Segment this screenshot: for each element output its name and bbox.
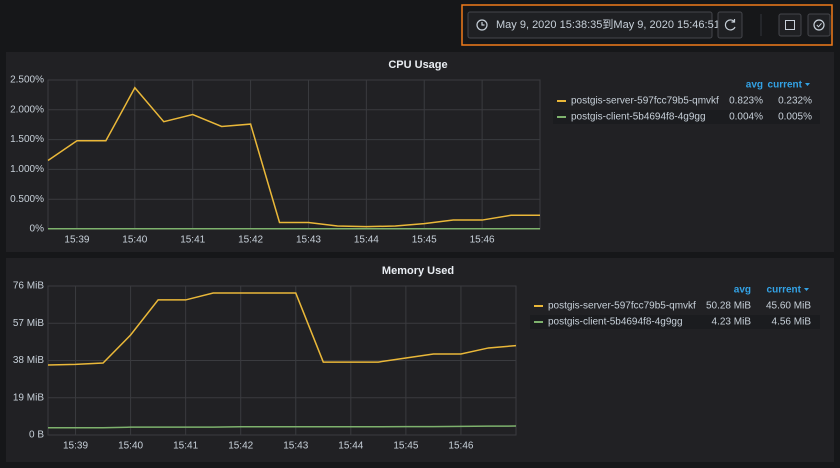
x-tick-label: 15:42 [238,235,263,246]
refresh-icon [724,19,736,31]
x-tick-label: 15:40 [118,441,143,452]
series-line [48,425,517,429]
x-tick-label: 15:44 [338,441,363,452]
x-tick-label: 15:41 [180,235,205,246]
legend-header: current [767,285,802,296]
sort-icon [804,288,809,291]
x-tick-label: 15:42 [228,441,253,452]
clock-icon [476,19,488,31]
x-tick-label: 15:46 [470,235,495,246]
legend-name: postgis-server-597fcc79b5-qmvkf [548,301,696,312]
y-tick-label: 0.500% [10,194,44,205]
save-icon [785,20,795,30]
y-tick-label: 1.000% [10,164,44,175]
y-tick-label: 57 MiB [13,318,44,329]
x-tick-label: 15:43 [296,235,321,246]
legend-name: postgis-client-5b4694f8-4g9gg [548,317,683,328]
time-range-button[interactable] [467,11,713,39]
save-button[interactable] [778,13,802,37]
series-line [47,86,540,228]
panel [6,52,834,252]
chart-title: Memory Used [382,265,454,277]
toolbar: May 9, 2020 15:38:35到May 9, 2020 15:46:5… [461,4,833,46]
legend-row-stripe [553,110,820,124]
series-line [47,292,517,366]
legend-header: current [768,80,803,91]
legend-header: avg [734,285,751,296]
chart-title: CPU Usage [388,59,447,71]
x-tick-label: 15:44 [354,235,379,246]
y-tick-label: 38 MiB [13,355,44,366]
y-tick-label: 2.000% [10,104,44,115]
legend-avg: 4.23 MiB [712,317,752,328]
settings-icon [813,19,825,31]
x-tick-label: 15:41 [173,441,198,452]
y-tick-label: 0 B [29,430,44,441]
legend-current: 4.56 MiB [772,317,812,328]
y-tick-label: 19 MiB [13,392,44,403]
legend-name: postgis-client-5b4694f8-4g9gg [571,112,706,123]
legend-row-stripe [530,315,820,329]
check-icon [816,22,822,28]
y-tick-label: 1.500% [10,134,44,145]
y-tick-label: 0% [30,224,45,235]
legend-current: 45.60 MiB [766,301,811,312]
time-range-text: May 9, 2020 15:38:35到May 9, 2020 15:46:5… [496,18,720,31]
x-tick-label: 15:39 [64,235,89,246]
y-tick-label: 76 MiB [13,281,44,292]
legend-avg: 0.823% [729,96,763,107]
sort-icon [805,83,810,86]
legend-avg: 50.28 MiB [706,301,751,312]
legend-current: 0.232% [778,96,812,107]
legend-current: 0.005% [778,112,812,123]
x-tick-label: 15:45 [412,235,437,246]
x-tick-label: 15:40 [122,235,147,246]
x-tick-label: 15:45 [393,441,418,452]
legend-header: avg [746,80,763,91]
legend-name: postgis-server-597fcc79b5-qmvkf [571,96,719,107]
clock-hand [481,22,485,26]
highlight-box [461,4,833,46]
x-tick-label: 15:43 [283,441,308,452]
refresh-button[interactable] [717,11,743,39]
settings-button[interactable] [807,13,831,37]
x-tick-label: 15:39 [63,441,88,452]
x-tick-label: 15:46 [448,441,473,452]
y-tick-label: 2.500% [10,75,44,86]
legend-avg: 0.004% [729,112,763,123]
